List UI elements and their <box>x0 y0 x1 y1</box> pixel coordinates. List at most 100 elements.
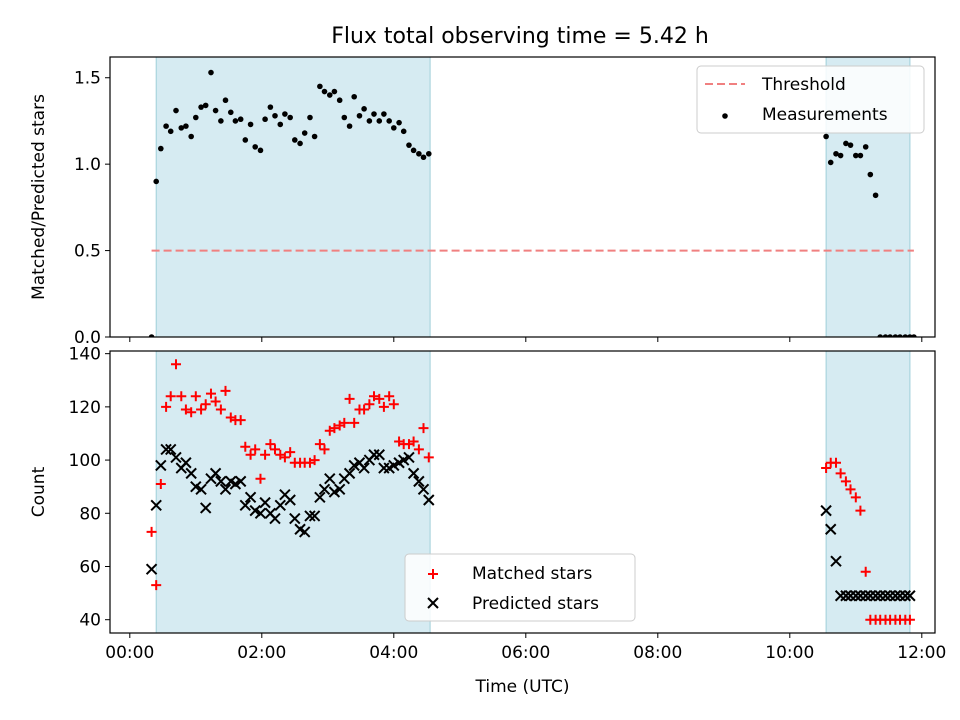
point-matched-stars <box>835 468 846 479</box>
point-matched-stars <box>245 449 256 460</box>
point-matched-stars <box>180 404 191 415</box>
point-measurements <box>833 150 839 157</box>
point-predicted-stars <box>289 512 301 525</box>
point-matched-stars <box>850 492 861 503</box>
point-measurements <box>406 142 412 148</box>
point-measurements <box>218 118 224 124</box>
point-measurements <box>376 118 383 124</box>
point-measurements <box>356 112 363 119</box>
point-matched-stars <box>240 441 251 452</box>
point-matched-stars <box>374 393 385 404</box>
point-predicted-stars <box>904 590 916 602</box>
point-measurements <box>227 109 234 116</box>
legend-matched-swatch <box>428 569 438 579</box>
legend-frame <box>404 553 636 622</box>
x-tick-label: 08:00 <box>633 643 682 663</box>
point-measurements <box>346 123 353 129</box>
point-predicted-stars <box>150 499 162 512</box>
point-measurements <box>331 88 338 95</box>
point-measurements <box>902 334 909 337</box>
point-predicted-stars <box>145 563 158 575</box>
point-measurements <box>420 154 427 161</box>
point-measurements <box>153 178 159 185</box>
point-matched-stars <box>904 614 915 625</box>
point-measurements <box>317 83 323 90</box>
point-measurements <box>882 334 889 337</box>
point-measurements <box>242 137 249 143</box>
point-predicted-stars <box>879 590 892 602</box>
point-measurements <box>897 334 903 337</box>
point-predicted-stars <box>155 459 167 472</box>
point-predicted-stars <box>324 472 336 485</box>
y-tick-label: 1.0 <box>74 155 101 175</box>
point-measurements <box>911 334 917 337</box>
point-matched-stars <box>200 399 211 410</box>
point-measurements <box>326 92 333 98</box>
point-measurements <box>277 121 284 128</box>
point-measurements <box>341 114 348 121</box>
y-tick-label: 60 <box>79 557 101 577</box>
point-measurements <box>193 114 199 121</box>
point-matched-stars <box>855 505 866 516</box>
point-measurements <box>391 125 397 131</box>
point-predicted-stars <box>219 483 232 496</box>
point-measurements <box>872 192 879 199</box>
x-tick-label: 00:00 <box>105 643 154 663</box>
y-tick-label: 120 <box>69 398 101 418</box>
point-matched-stars <box>821 463 832 474</box>
point-predicted-stars <box>234 475 247 488</box>
y-tick-label: 100 <box>69 451 101 471</box>
point-matched-stars <box>378 401 389 412</box>
point-measurements <box>212 107 219 114</box>
point-measurements <box>267 104 274 110</box>
point-measurements <box>148 334 155 337</box>
point-measurements <box>297 140 303 147</box>
point-predicted-stars <box>859 590 872 602</box>
point-matched-stars <box>309 455 320 466</box>
legend-bottom: Matched stars Predicted stars <box>404 553 636 622</box>
point-matched-stars <box>190 391 201 402</box>
point-predicted-stars <box>318 483 331 496</box>
y-tick-label: 80 <box>79 504 101 524</box>
point-measurements <box>158 145 164 152</box>
legend-measurements-label: Measurements <box>762 105 888 125</box>
point-measurements <box>311 133 318 140</box>
point-matched-stars <box>220 385 231 396</box>
x-tick-label: 06:00 <box>501 643 550 663</box>
point-matched-stars <box>831 457 841 468</box>
point-measurements <box>351 93 358 100</box>
point-matched-stars <box>210 396 221 407</box>
chart-title: Flux total observing time = 5.42 h <box>331 24 709 49</box>
point-predicted-stars <box>314 491 326 504</box>
point-matched-stars <box>260 449 271 460</box>
point-measurements <box>198 104 204 110</box>
x-tick-label: 12:00 <box>897 643 946 663</box>
point-matched-stars <box>384 391 395 402</box>
point-predicted-stars <box>825 523 837 535</box>
point-measurements <box>823 133 829 140</box>
point-matched-stars <box>364 399 375 410</box>
point-measurements <box>257 147 264 154</box>
legend-measurements-swatch <box>722 113 728 119</box>
point-matched-stars <box>339 417 350 428</box>
point-predicted-stars <box>195 483 207 496</box>
point-matched-stars <box>176 391 187 402</box>
y-tick-label: 1.5 <box>74 69 101 89</box>
point-predicted-stars <box>850 590 862 602</box>
y-axis-label: Count <box>29 466 49 517</box>
point-predicted-stars <box>244 491 257 504</box>
observing-window-0 <box>155 350 431 634</box>
legend-predicted-label: Predicted stars <box>472 594 599 614</box>
point-predicted-stars <box>889 590 902 602</box>
point-predicted-stars <box>358 462 370 474</box>
point-predicted-stars <box>239 499 252 512</box>
point-measurements <box>247 121 254 128</box>
axes-frame-top <box>109 56 936 338</box>
point-predicted-stars <box>180 457 192 469</box>
point-measurements <box>396 119 402 126</box>
point-measurements <box>188 133 194 140</box>
observing-window-1 <box>825 350 911 634</box>
point-measurements <box>361 106 367 112</box>
y-axis-label: Matched/Predicted stars <box>29 94 49 300</box>
